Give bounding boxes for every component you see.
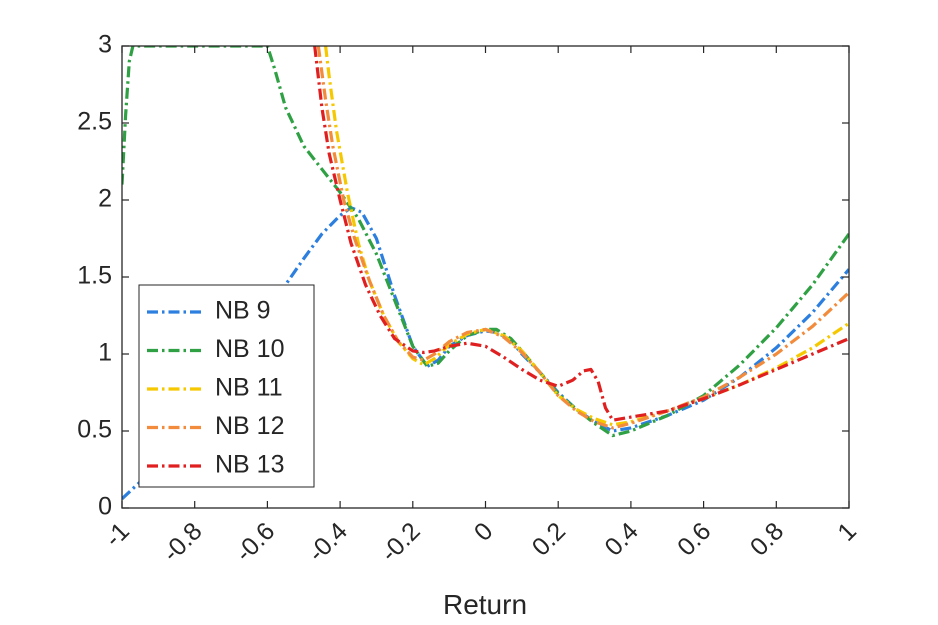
legend-item: NB 9	[147, 297, 271, 325]
x-tick-label: 0	[469, 517, 499, 547]
legend-label: NB 9	[215, 297, 271, 325]
x-tick-label: 0.2	[527, 517, 571, 561]
legend: NB 9 NB 10 NB 11 NB 12 NB 13	[138, 284, 315, 488]
x-tick-label: 0.4	[599, 517, 643, 561]
y-tick-label: 2	[98, 185, 112, 213]
y-tick-label: 0	[98, 493, 112, 521]
x-tick-label: -0.8	[157, 517, 207, 567]
legend-label: NB 13	[215, 451, 284, 479]
y-axis: 0 0.5 1 1.5 2 2.5 3	[77, 31, 849, 521]
series-line-5	[313, 46, 849, 422]
x-tick-label: -0.6	[230, 517, 280, 567]
x-tick-label: -1	[99, 517, 135, 553]
legend-label: NB 10	[215, 335, 284, 363]
y-tick-label: 1.5	[77, 262, 112, 290]
legend-item: NB 12	[147, 412, 284, 440]
legend-item: NB 11	[147, 374, 283, 402]
x-tick-label: 0.8	[745, 517, 789, 561]
y-tick-label: 2.5	[77, 108, 112, 136]
legend-item: NB 13	[147, 451, 284, 479]
x-tick-label: 0.6	[672, 517, 716, 561]
legend-label: NB 11	[215, 374, 283, 402]
x-tick-label: -0.4	[303, 517, 353, 567]
x-axis-label: Return	[443, 589, 527, 620]
y-tick-label: 3	[98, 31, 112, 59]
legend-items: NB 9 NB 10 NB 11 NB 12 NB 13	[147, 297, 284, 479]
y-tick-label: 0.5	[77, 416, 112, 444]
x-tick-label: 1	[832, 517, 862, 547]
legend-label: NB 12	[215, 412, 284, 440]
series-layer	[122, 46, 849, 500]
x-tick-label: -0.2	[375, 517, 425, 567]
y-tick-label: 1	[98, 339, 112, 367]
legend-box	[138, 284, 315, 488]
legend-item: NB 10	[147, 335, 284, 363]
